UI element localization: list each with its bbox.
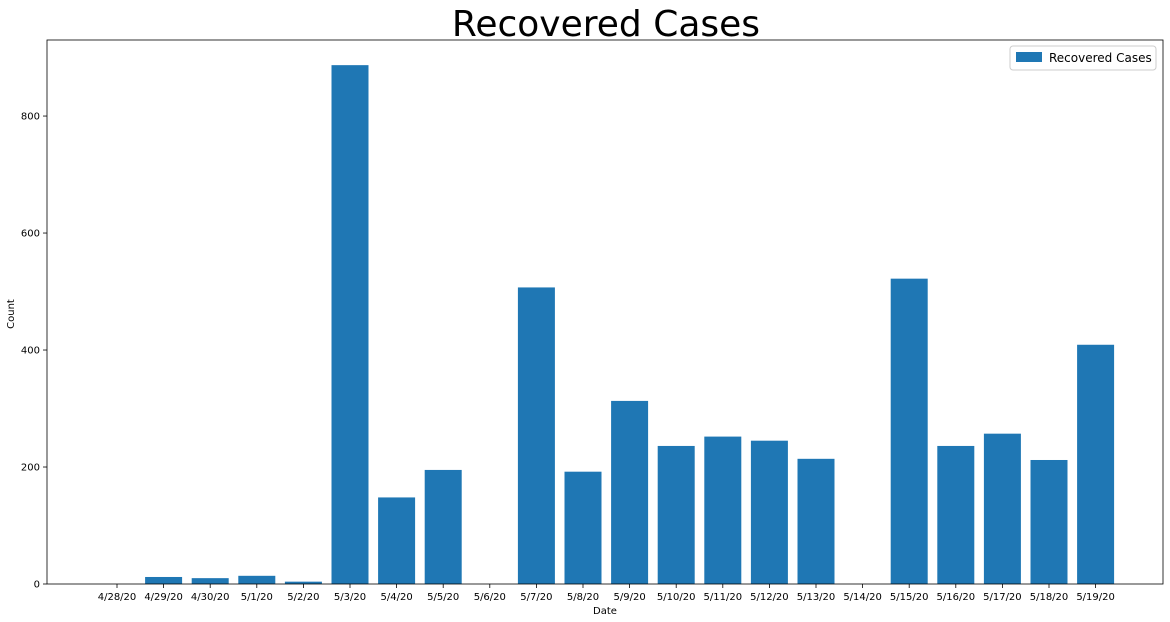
x-tick-label: 5/4/20	[381, 592, 413, 603]
bar-5/13/20	[797, 458, 835, 584]
x-tick-label: 5/5/20	[427, 592, 459, 603]
y-tick-label: 400	[21, 346, 40, 357]
x-tick-label: 4/28/20	[98, 592, 137, 603]
x-tick-label: 5/3/20	[334, 592, 366, 603]
x-tick-label: 5/16/20	[937, 592, 976, 603]
x-tick-label: 5/12/20	[750, 592, 789, 603]
x-tick-label: 5/13/20	[797, 592, 836, 603]
bar-5/3/20	[331, 65, 369, 584]
chart-title: Recovered Cases	[452, 4, 760, 45]
bar-5/12/20	[750, 440, 788, 584]
x-tick-label: 5/18/20	[1030, 592, 1069, 603]
legend-entry-label: Recovered Cases	[1049, 51, 1152, 65]
x-tick-label: 5/10/20	[657, 592, 696, 603]
x-tick-label: 5/8/20	[567, 592, 599, 603]
x-tick-label: 5/9/20	[614, 592, 646, 603]
y-axis-label: Count	[6, 299, 17, 329]
x-tick-label: 5/1/20	[241, 592, 273, 603]
bar-5/11/20	[704, 436, 742, 584]
bar-4/29/20	[145, 576, 183, 584]
x-tick-label: 4/30/20	[191, 592, 230, 603]
x-tick-label: 5/14/20	[843, 592, 882, 603]
x-tick-label: 5/15/20	[890, 592, 929, 603]
bar-5/8/20	[564, 471, 602, 584]
bar-5/5/20	[424, 469, 462, 584]
bar-5/10/20	[657, 445, 695, 584]
bar-4/30/20	[191, 578, 229, 584]
x-tick-label: 5/19/20	[1076, 592, 1115, 603]
bar-5/15/20	[890, 278, 928, 584]
x-tick-label: 4/29/20	[144, 592, 183, 603]
bar-5/7/20	[517, 287, 555, 584]
y-tick-label: 600	[21, 229, 40, 240]
x-tick-label: 5/2/20	[287, 592, 319, 603]
bar-5/9/20	[611, 400, 649, 584]
x-axis-label: Date	[593, 606, 617, 617]
x-tick-label: 5/6/20	[474, 592, 506, 603]
bar-5/1/20	[238, 575, 276, 584]
y-axis: 0 200 400 600 800	[21, 112, 47, 591]
bar-5/19/20	[1077, 344, 1115, 584]
bar-5/18/20	[1030, 459, 1068, 584]
x-tick-label: 5/17/20	[983, 592, 1022, 603]
y-tick-label: 0	[34, 580, 40, 591]
legend-frame	[1009, 45, 1157, 71]
legend: Recovered Cases	[1009, 45, 1157, 71]
bar-5/2/20	[284, 581, 322, 584]
x-axis: 4/28/20 4/29/20 4/30/20 5/1/20 5/2/20 5/3/20 5…	[98, 584, 1115, 603]
y-tick-label: 800	[21, 112, 40, 123]
x-tick-label: 5/7/20	[520, 592, 552, 603]
x-tick-label: 5/11/20	[704, 592, 743, 603]
bar-5/16/20	[937, 445, 975, 584]
plot-frame	[46, 39, 1164, 585]
bars-group	[145, 65, 1115, 584]
bar-5/17/20	[983, 433, 1021, 584]
bar-5/4/20	[378, 497, 416, 584]
legend-swatch	[1016, 52, 1042, 62]
y-tick-label: 200	[21, 463, 40, 474]
